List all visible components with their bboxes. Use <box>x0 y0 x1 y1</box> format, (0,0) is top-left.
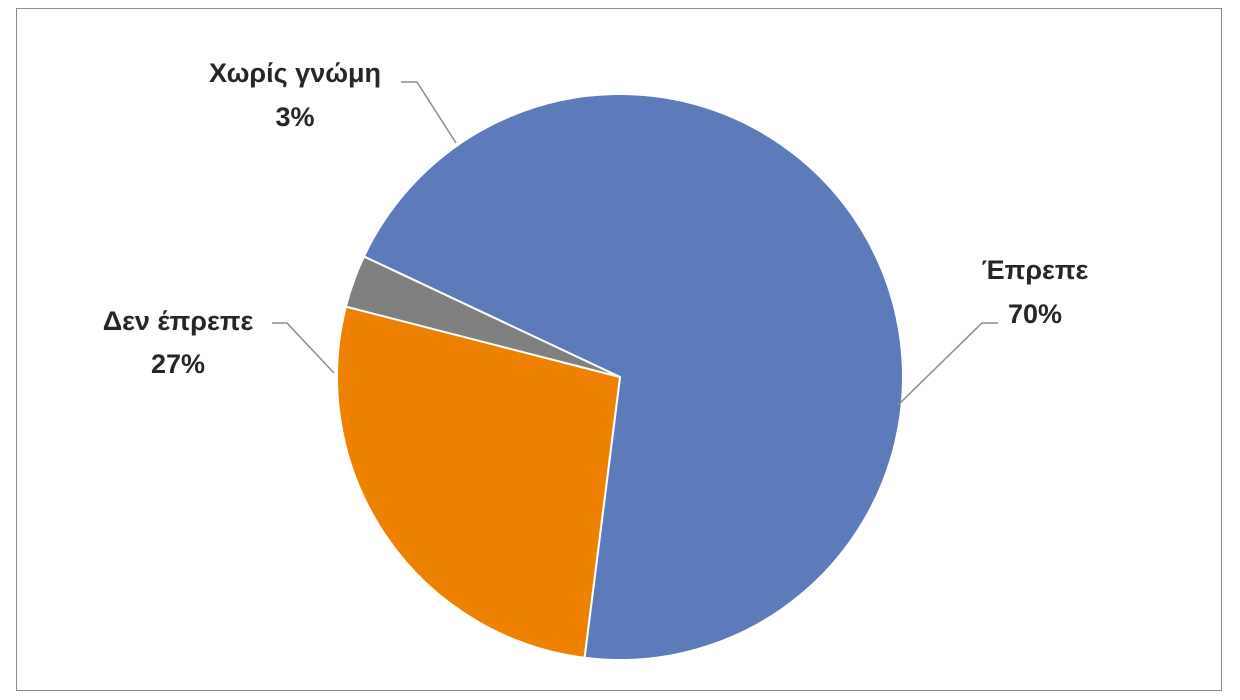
label-percent-epreppe: 70% <box>1008 299 1062 329</box>
slice-den-epreppe <box>336 305 622 659</box>
leader-lines <box>272 81 998 406</box>
slice-xoris-gnomi <box>344 255 621 378</box>
label-percent-xoris-gnomi: 3% <box>275 102 314 132</box>
leader-line-xoris-gnomi <box>401 81 457 144</box>
label-category-epreppe: Έπρεπε <box>982 255 1089 285</box>
label-percent-den-epreppe: 27% <box>151 349 205 379</box>
label-category-den-epreppe: Δεν έπρεπε <box>103 306 254 336</box>
slice-epreppe <box>362 93 904 661</box>
pie-slices <box>336 93 904 661</box>
leader-line-den-epreppe <box>272 322 335 374</box>
label-category-xoris-gnomi: Χωρίς γνώμη <box>209 58 381 88</box>
leader-line-epreppe <box>897 322 998 406</box>
